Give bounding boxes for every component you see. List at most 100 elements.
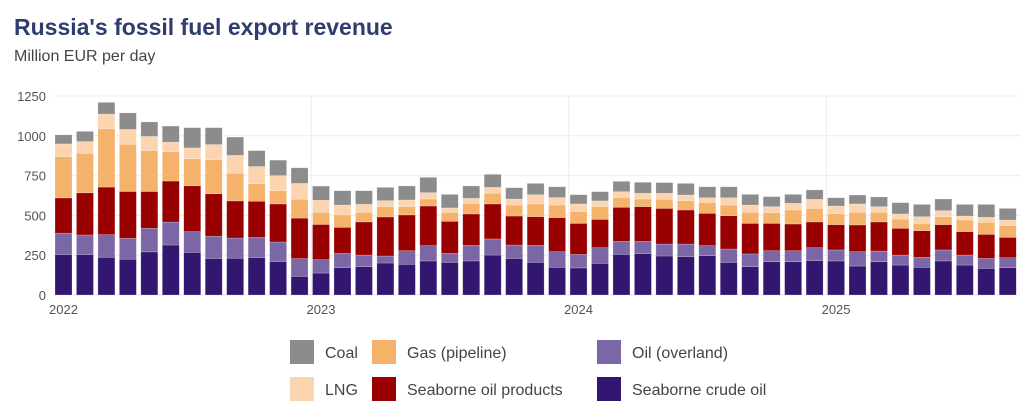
bar-segment-seaborne-crude-oil <box>848 265 867 296</box>
bar-segment-oil-overland <box>398 250 416 265</box>
bar-segment-seaborne-crude-oil <box>805 260 824 296</box>
bar-segment-seaborne-crude-oil <box>226 257 244 296</box>
x-tick-label: 2024 <box>564 302 593 317</box>
bar-segment-seaborne-oil-products <box>784 223 802 252</box>
bar-segment-gas-pipeline <box>247 183 266 202</box>
bar-segment-gas-pipeline <box>956 219 974 232</box>
bar-segment-oil-overland <box>226 237 244 259</box>
bar-segment-coal <box>505 187 523 200</box>
legend-label: LNG <box>325 382 358 399</box>
bar-segment-coal <box>741 194 760 206</box>
bar-segment-oil-overland <box>634 241 652 254</box>
bar-segment-seaborne-crude-oil <box>183 252 202 296</box>
bar-segment-seaborne-crude-oil <box>355 266 373 296</box>
bar-segment-lng <box>891 213 910 220</box>
bar-segment-oil-overland <box>290 258 309 277</box>
axes: 0 250 500 750 1000 1250 2022 2023 2024 2025 <box>17 89 850 317</box>
bar-segment-oil-overland <box>698 245 717 256</box>
bar-segment-seaborne-crude-oil <box>934 260 953 296</box>
bar-segment-seaborne-crude-oil <box>741 266 760 296</box>
bar-segment-gas-pipeline <box>226 172 244 202</box>
bar-segment-lng <box>934 210 953 217</box>
legend-swatch <box>290 340 314 364</box>
bar-segment-seaborne-crude-oil <box>269 261 287 296</box>
bar-segment-oil-overland <box>998 257 1017 268</box>
bar-segment-gas-pipeline <box>505 204 523 217</box>
bar-segment-lng <box>54 143 73 157</box>
bar-segment-lng <box>204 144 223 160</box>
bar-segment-gas-pipeline <box>462 203 481 215</box>
bar-segment-seaborne-crude-oil <box>398 263 416 296</box>
bar-segment-gas-pipeline <box>655 199 674 209</box>
bar-segment-seaborne-oil-products <box>891 227 910 256</box>
legend-label: Gas (pipeline) <box>407 345 507 362</box>
y-tick-label: 0 <box>39 288 46 303</box>
bar-segment-seaborne-oil-products <box>805 221 824 249</box>
bar-segment-lng <box>784 203 802 211</box>
bar-segment-oil-overland <box>183 231 202 253</box>
bar-segment-lng <box>333 204 352 216</box>
bar-segment-seaborne-oil-products <box>462 213 481 246</box>
bar-segment-seaborne-oil-products <box>827 224 845 251</box>
bar-segment-seaborne-crude-oil <box>526 262 545 296</box>
bar-segment-seaborne-crude-oil <box>698 255 717 296</box>
legend-swatch <box>372 340 396 364</box>
bar-segment-seaborne-crude-oil <box>548 266 566 296</box>
bar-segment-lng <box>612 191 631 198</box>
bar-segment-seaborne-crude-oil <box>505 258 523 296</box>
bar-segment-coal <box>569 194 588 205</box>
bar-segment-gas-pipeline <box>698 202 717 214</box>
bar-segment-lng <box>119 129 137 145</box>
bar-segment-gas-pipeline <box>269 190 287 205</box>
bar-segment-seaborne-oil-products <box>591 219 609 249</box>
bar-segment-lng <box>312 199 330 213</box>
bar-segment-seaborne-oil-products <box>440 220 459 254</box>
bar-segment-seaborne-oil-products <box>398 214 416 252</box>
bar-segment-coal <box>312 185 330 201</box>
bar-segment-oil-overland <box>784 250 802 263</box>
bar-segment-oil-overland <box>269 241 287 262</box>
bar-segment-seaborne-oil-products <box>483 203 502 240</box>
bar-segment-lng <box>226 155 244 174</box>
bars <box>54 102 1017 296</box>
bar-segment-coal <box>140 121 159 137</box>
bar-segment-seaborne-oil-products <box>719 215 738 250</box>
bar-segment-oil-overland <box>956 254 974 266</box>
bar-segment-seaborne-crude-oil <box>376 262 395 296</box>
bar-segment-oil-overland <box>54 232 73 255</box>
bar-segment-lng <box>462 198 481 204</box>
bar-segment-lng <box>398 199 416 207</box>
bar-segment-seaborne-oil-products <box>741 223 760 255</box>
bar-segment-lng <box>677 194 695 201</box>
y-tick-label: 500 <box>24 208 46 223</box>
bar-segment-seaborne-crude-oil <box>677 256 695 296</box>
bar-segment-oil-overland <box>247 237 266 258</box>
legend-item: Seaborne oil products <box>372 377 563 401</box>
bar-segment-gas-pipeline <box>612 197 631 208</box>
bar-segment-coal <box>977 204 996 218</box>
y-tick-label: 1000 <box>17 129 46 144</box>
bar-segment-seaborne-oil-products <box>54 197 73 234</box>
bar-segment-coal <box>183 127 202 149</box>
bar-segment-oil-overland <box>741 253 760 267</box>
x-tick-label: 2022 <box>49 302 78 317</box>
bar-segment-oil-overland <box>483 238 502 256</box>
bar-segment-lng <box>162 141 180 153</box>
bar-segment-gas-pipeline <box>119 143 137 192</box>
bar-segment-coal <box>998 208 1017 221</box>
bar-segment-oil-overland <box>934 249 953 262</box>
bar-segment-lng <box>998 219 1017 226</box>
bar-segment-oil-overland <box>569 254 588 269</box>
bar-segment-coal <box>805 189 824 200</box>
bar-segment-lng <box>977 217 996 223</box>
bar-segment-lng <box>805 199 824 209</box>
bar-segment-seaborne-crude-oil <box>891 264 910 296</box>
bar-segment-coal <box>462 185 481 199</box>
bar-segment-seaborne-oil-products <box>119 191 137 239</box>
bar-segment-seaborne-crude-oil <box>655 255 674 296</box>
bar-segment-coal <box>698 186 717 199</box>
bar-segment-gas-pipeline <box>827 213 845 225</box>
bar-segment-oil-overland <box>333 252 352 268</box>
bar-segment-lng <box>741 204 760 213</box>
bar-segment-gas-pipeline <box>204 159 223 195</box>
